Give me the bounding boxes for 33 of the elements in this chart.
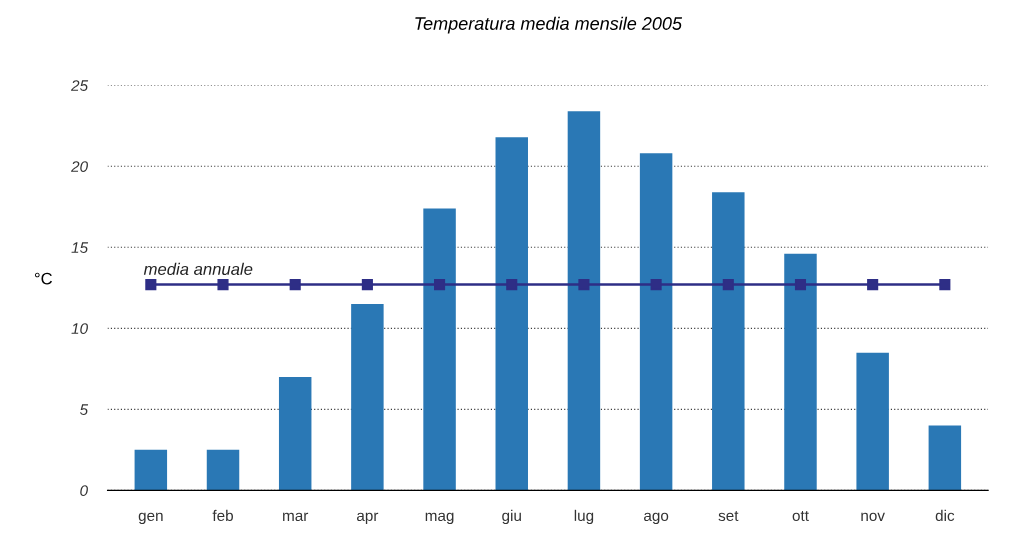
x-tick-label: mar (283, 512, 309, 522)
x-tick-label: apr (356, 512, 379, 525)
x-tick-label: gen (138, 512, 163, 525)
y-axis-title: °C (34, 272, 53, 285)
bar (423, 208, 456, 491)
bar (712, 192, 745, 491)
x-tick-label: mag (425, 512, 454, 525)
bar (351, 304, 384, 491)
bar (134, 449, 168, 491)
bar (639, 153, 673, 491)
bar (495, 137, 528, 491)
chart-title: Temperatura media mensile 2005 (415, 16, 683, 34)
x-tick-label: dic (935, 509, 955, 522)
y-tick-label: 5 (79, 404, 89, 416)
bar (928, 425, 962, 491)
bar (206, 449, 240, 491)
y-tick-label: 25 (70, 80, 89, 91)
series-label: media annuale (143, 262, 253, 276)
bar (784, 253, 817, 491)
bar (278, 376, 312, 491)
y-tick-label: 20 (70, 161, 88, 172)
x-tick-label: nov (861, 512, 885, 522)
x-tick-label: giu (502, 509, 521, 525)
x-tick-label: ago (644, 512, 669, 525)
x-tick-label: lug (574, 509, 594, 525)
x-tick-label: set (718, 511, 739, 522)
x-tick-label: feb (212, 509, 233, 522)
y-tick-label: 15 (71, 242, 89, 253)
y-tick-label: 0 (80, 485, 88, 497)
x-tick-label: ott (792, 511, 809, 522)
bar (567, 111, 601, 491)
bar (856, 352, 889, 491)
y-tick-label: 10 (71, 323, 88, 335)
